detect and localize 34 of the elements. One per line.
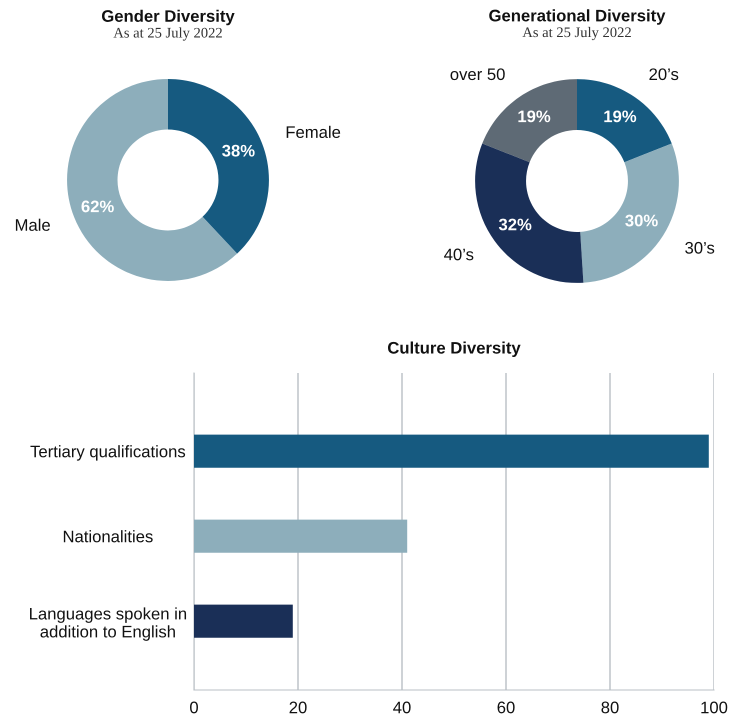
y-tick-label: Languages spoken in addition to English	[30, 607, 186, 641]
x-tick-label: 80	[601, 702, 619, 714]
bar	[194, 520, 408, 553]
donut-slice	[475, 143, 584, 283]
donut-slice	[168, 79, 269, 254]
donut-slice	[482, 79, 577, 162]
data-label: 19%	[604, 110, 636, 122]
x-tick-label: 100	[701, 702, 728, 714]
slice-label: 30’s	[685, 242, 714, 254]
x-tick-label: 40	[393, 702, 411, 714]
chart-title: Culture Diversity	[388, 341, 521, 358]
y-tick-label: Nationalities	[64, 530, 153, 542]
y-tick-label: Tertiary qualifications	[30, 445, 186, 461]
x-tick-label: 20	[290, 702, 307, 714]
bar	[194, 434, 709, 468]
chart-subtitle: As at 25 July 2022	[522, 26, 631, 40]
donut-slice	[577, 79, 672, 162]
donut-slice	[580, 143, 679, 283]
slice-label: over 50	[450, 68, 505, 80]
slice-label: Female	[286, 126, 340, 138]
x-tick-label: 0	[190, 702, 198, 714]
slice-label: 20’s	[649, 68, 678, 80]
bar	[194, 604, 293, 638]
slice-label: 40’s	[444, 248, 474, 260]
data-label: 30%	[625, 214, 658, 226]
data-label: 38%	[222, 144, 255, 157]
chart-title: Generational Diversity	[489, 9, 666, 25]
x-tick-label: 60	[498, 702, 515, 714]
chart-title: Gender Diversity	[102, 10, 235, 26]
chart-subtitle: As at 25 July 2022	[113, 27, 222, 41]
data-label: 19%	[518, 110, 550, 122]
data-label: 32%	[498, 218, 532, 230]
data-label: 62%	[82, 200, 114, 212]
slice-label: Male	[16, 218, 50, 231]
